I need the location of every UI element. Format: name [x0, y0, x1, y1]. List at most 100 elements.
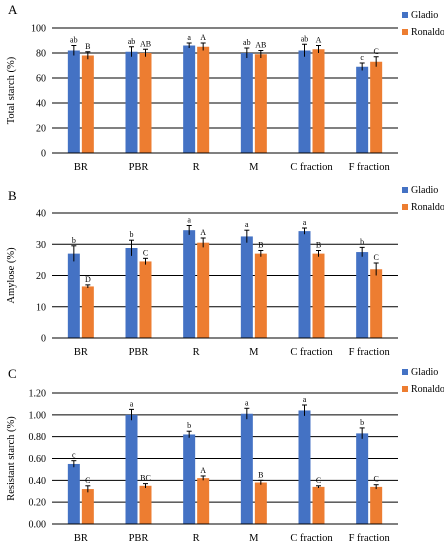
legend-swatch-ronaldo	[402, 204, 408, 210]
chart-panel-a: A 0 20 40 60 80 100 Total starch (%) ab B BR ab AB PB…	[6, 2, 444, 173]
x-tick-label: BR	[74, 347, 88, 358]
legend-swatch-gladio	[402, 12, 408, 18]
significance-letter: BC	[140, 474, 151, 483]
x-tick-label: M	[249, 347, 259, 358]
legend-swatch-ronaldo	[402, 386, 408, 392]
significance-letter: A	[200, 466, 206, 475]
x-tick-label: C fraction	[290, 533, 333, 544]
legend-label-ronaldo: Ronaldo	[411, 202, 444, 213]
x-tick-label: BR	[74, 162, 88, 173]
bar-gladio-1	[125, 51, 138, 153]
significance-letter: a	[187, 33, 191, 42]
bar-gladio-2	[183, 45, 196, 153]
bar-ronaldo-0	[81, 489, 94, 524]
y-axis-label: Amylose (%)	[6, 247, 17, 304]
bar-gladio-4	[298, 231, 311, 338]
legend-label-ronaldo: Ronaldo	[411, 27, 444, 38]
legend-swatch-ronaldo	[402, 29, 408, 35]
bar-ronaldo-0	[81, 55, 94, 153]
y-axis-label: Total starch (%)	[6, 56, 17, 124]
y-axis-label: Resistant starch (%)	[6, 416, 17, 501]
y-tick-label: 100	[31, 24, 46, 35]
significance-letter: a	[130, 399, 134, 408]
bar-ronaldo-1	[139, 485, 152, 524]
y-tick-label: 0.40	[29, 476, 47, 487]
bar-ronaldo-5	[370, 486, 383, 524]
significance-letter: B	[258, 470, 263, 479]
significance-letter: C	[373, 253, 378, 262]
bar-ronaldo-3	[254, 482, 267, 524]
bar-gladio-1	[125, 248, 138, 338]
x-tick-label: F fraction	[349, 347, 391, 358]
bar-ronaldo-1	[139, 261, 152, 338]
bar-ronaldo-5	[370, 269, 383, 338]
bar-ronaldo-2	[197, 46, 210, 153]
x-tick-label: R	[193, 533, 200, 544]
significance-letter: a	[303, 395, 307, 404]
bar-ronaldo-3	[254, 253, 267, 338]
significance-letter: ab	[128, 37, 136, 46]
bar-ronaldo-1	[139, 53, 152, 153]
bar-gladio-5	[356, 252, 369, 338]
y-tick-label: 0.00	[29, 520, 47, 531]
panel-label: B	[8, 188, 17, 203]
significance-letter: B	[258, 241, 263, 250]
y-tick-label: 1.00	[29, 410, 47, 421]
x-tick-label: BR	[74, 533, 88, 544]
legend-label-gladio: Gladio	[411, 185, 438, 196]
significance-letter: C	[373, 475, 378, 484]
x-tick-label: F fraction	[349, 162, 391, 173]
bar-gladio-4	[298, 50, 311, 153]
bar-ronaldo-0	[81, 286, 94, 338]
bar-gladio-3	[240, 236, 253, 338]
significance-letter: ab	[70, 36, 78, 45]
y-tick-label: 0	[41, 334, 46, 345]
y-tick-label: 20	[36, 124, 46, 135]
significance-letter: C	[316, 476, 321, 485]
y-tick-label: 40	[36, 209, 46, 220]
significance-letter: b	[72, 236, 76, 245]
bar-gladio-2	[183, 434, 196, 524]
chart-panel-c: C 0.00 0.20 0.40 0.60 0.80 1.00 1.20 Resistant s…	[6, 366, 444, 544]
bar-ronaldo-2	[197, 242, 210, 338]
significance-letter: A	[200, 33, 206, 42]
significance-letter: A	[316, 36, 322, 45]
significance-letter: b	[360, 418, 364, 427]
x-tick-label: F fraction	[349, 533, 391, 544]
bar-gladio-1	[125, 414, 138, 524]
y-tick-label: 0	[41, 149, 46, 160]
significance-letter: AB	[140, 39, 151, 48]
significance-letter: a	[245, 220, 249, 229]
legend-label-gladio: Gladio	[411, 10, 438, 21]
significance-letter: c	[360, 53, 364, 62]
significance-letter: b	[130, 230, 134, 239]
significance-letter: B	[85, 42, 90, 51]
bar-ronaldo-4	[312, 49, 325, 153]
significance-letter: C	[143, 248, 148, 257]
x-tick-label: M	[249, 162, 259, 173]
y-tick-label: 20	[36, 271, 46, 282]
significance-letter: C	[373, 47, 378, 56]
bar-gladio-3	[240, 53, 253, 153]
panel-label: C	[8, 366, 17, 381]
bar-ronaldo-3	[254, 54, 267, 153]
y-tick-label: 0.80	[29, 432, 47, 443]
bar-gladio-2	[183, 230, 196, 338]
legend-label-gladio: Gladio	[411, 367, 438, 378]
significance-letter: B	[316, 241, 321, 250]
legend-swatch-gladio	[402, 187, 408, 193]
bar-gladio-4	[298, 410, 311, 524]
significance-letter: AB	[255, 41, 266, 50]
bar-gladio-5	[356, 433, 369, 524]
significance-letter: a	[187, 216, 191, 225]
y-tick-label: 30	[36, 240, 46, 251]
bar-gladio-5	[356, 66, 369, 153]
bar-gladio-3	[240, 413, 253, 524]
panel-label: A	[8, 2, 18, 17]
significance-letter: a	[245, 398, 249, 407]
significance-letter: b	[360, 237, 364, 246]
y-tick-label: 1.20	[29, 389, 47, 400]
x-tick-label: C fraction	[290, 162, 333, 173]
